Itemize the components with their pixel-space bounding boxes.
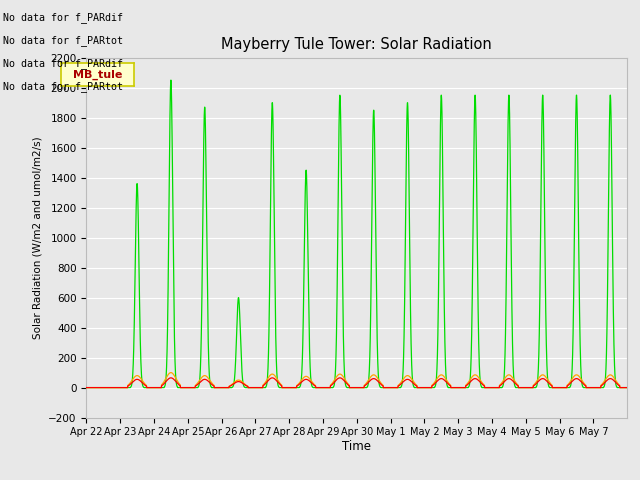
Text: No data for f_PARtot: No data for f_PARtot bbox=[3, 81, 123, 92]
Text: No data for f_PARdif: No data for f_PARdif bbox=[3, 58, 123, 69]
Y-axis label: Solar Radiation (W/m2 and umol/m2/s): Solar Radiation (W/m2 and umol/m2/s) bbox=[33, 136, 43, 339]
X-axis label: Time: Time bbox=[342, 440, 371, 453]
Title: Mayberry Tule Tower: Solar Radiation: Mayberry Tule Tower: Solar Radiation bbox=[221, 37, 492, 52]
Text: No data for f_PARdif: No data for f_PARdif bbox=[3, 12, 123, 23]
Text: No data for f_PARtot: No data for f_PARtot bbox=[3, 35, 123, 46]
Text: MB_tule: MB_tule bbox=[73, 70, 122, 80]
